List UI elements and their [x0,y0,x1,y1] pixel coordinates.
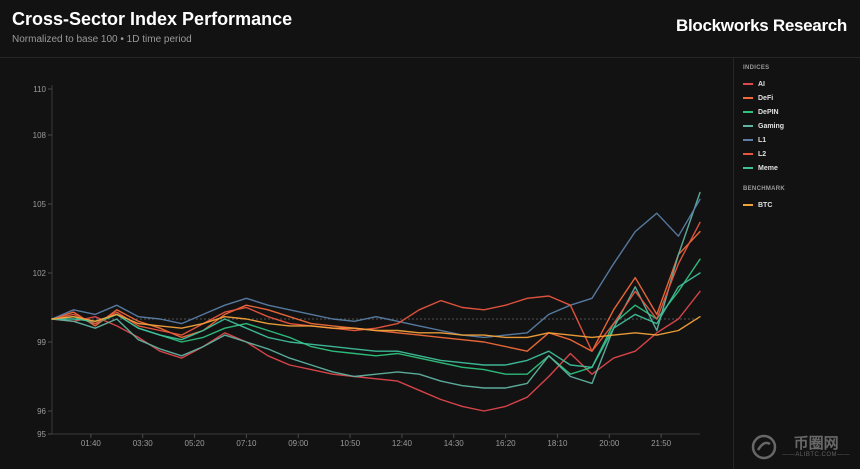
legend-item-defi[interactable]: DeFi [743,91,855,105]
legend-label: BTC [758,201,773,209]
legend-item-l2[interactable]: L2 [743,147,855,161]
y-tick-label: 108 [33,131,47,140]
y-tick-label: 99 [37,338,46,347]
legend-benchmark-list: BTC [743,198,855,212]
x-tick-label: 03:30 [133,439,154,448]
legend-indices-list: AI DeFi DePIN Gaming L1 L2 Meme [743,77,855,175]
legend-label: DeFi [758,94,774,102]
legend-swatch [743,111,753,113]
series-line-l1 [51,198,701,339]
watermark-text: 币圈网 ——ALIBTC.COM—— [782,435,850,459]
watermark-sub: ——ALIBTC.COM—— [782,452,850,458]
watermark-logo-icon [752,434,777,460]
x-tick-label: 14:30 [444,439,465,448]
series-line-meme [51,272,701,368]
x-tick-label: 21:50 [651,439,672,448]
watermark-main: 币圈网 [793,435,839,452]
x-tick-label: 12:40 [392,439,413,448]
x-tick-label: 10:50 [340,439,361,448]
header-divider [0,57,860,58]
x-tick-label: 01:40 [81,439,102,448]
x-tick-label: 18:10 [547,439,568,448]
x-tick-label: 07:10 [236,439,257,448]
legend-item-depin[interactable]: DePIN [743,105,855,119]
legend-swatch [743,125,753,127]
legend-label: DePIN [758,108,779,116]
legend-label: Meme [758,164,778,172]
series-line-ai [51,290,701,412]
watermark: 币圈网 ——ALIBTC.COM—— [750,433,850,461]
x-tick-label: 20:00 [599,439,620,448]
legend-label: Gaming [758,122,785,130]
page-title: Cross-Sector Index Performance [12,9,293,29]
legend-label: AI [758,80,765,88]
y-tick-label: 95 [37,430,46,439]
legend-item-btc[interactable]: BTC [743,198,855,212]
x-tick-label: 09:00 [288,439,309,448]
legend-swatch [743,97,753,99]
series-line-gaming [51,191,701,389]
legend-swatch [743,153,753,155]
page-subtitle: Normalized to base 100 • 1D time period [12,34,192,45]
legend-item-ai[interactable]: AI [743,77,855,91]
y-tick-label: 110 [33,85,46,94]
line-chart: 95 96 99 102 105 108 110 01:40 03:30 05:20 07:10 09… [33,85,701,448]
y-tick-label: 102 [33,269,47,278]
legend-swatch [743,167,753,169]
legend-swatch [743,83,753,85]
legend: INDICES AI DeFi DePIN Gaming L1 L2 Meme BENCHM… [743,62,855,212]
series-line-btc [51,313,701,339]
y-tick-label: 105 [33,200,47,209]
series-line-defi [51,230,701,352]
legend-label: L2 [758,150,767,158]
legend-divider [733,57,734,469]
series-line-l2 [51,221,701,352]
x-tick-label: 16:20 [496,439,517,448]
legend-item-gaming[interactable]: Gaming [743,119,855,133]
legend-heading-indices: INDICES [743,65,770,71]
legend-swatch [743,139,753,141]
x-tick-label: 05:20 [185,439,206,448]
y-tick-label: 96 [37,407,46,416]
brand-logo-text: Blockworks Research [676,16,847,35]
legend-heading-benchmark: BENCHMARK [743,186,786,192]
legend-item-meme[interactable]: Meme [743,161,855,175]
legend-label: L1 [758,136,767,144]
legend-swatch [743,204,753,206]
legend-gap [743,175,855,183]
legend-item-l1[interactable]: L1 [743,133,855,147]
